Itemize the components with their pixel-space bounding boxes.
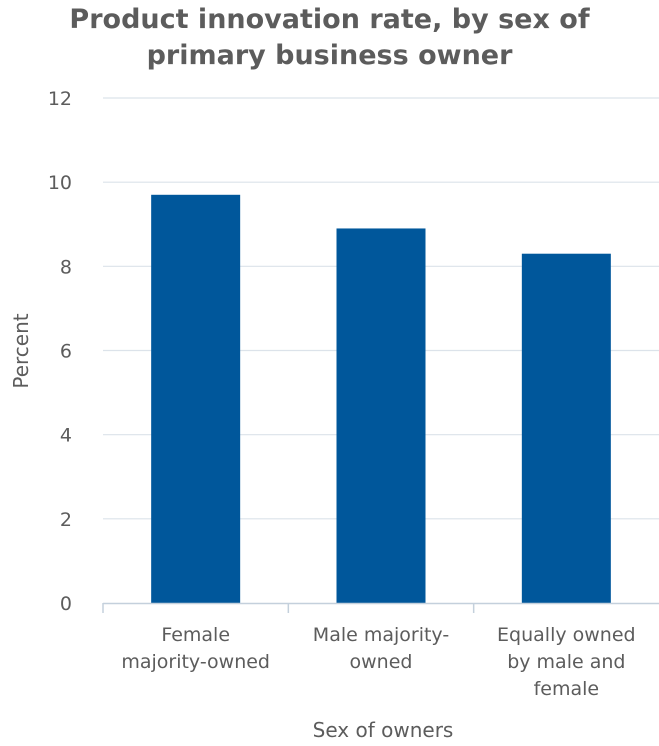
y-tick-label: 2 (60, 509, 72, 531)
x-tick-label: Male majority-owned (313, 624, 449, 673)
x-tick-labels: Female majority-owned Male majority-owned E… (121, 624, 635, 700)
x-tick-label: Female majority-owned (121, 624, 270, 673)
y-tick-label: 4 (60, 425, 72, 447)
y-tick-label: 0 (60, 593, 72, 615)
y-tick-label: 8 (60, 256, 72, 278)
x-tick-label: Equally owned by male and female (497, 624, 636, 700)
chart-title-line-2: primary business owner (146, 40, 513, 71)
chart-title-line-1: Product innovation rate, by sex of (69, 4, 590, 35)
y-tick-label: 6 (60, 341, 72, 363)
x-axis (102, 602, 659, 613)
x-axis-title: Sex of owners (313, 718, 454, 742)
bar (521, 253, 611, 604)
y-tick-labels: 0 2 4 6 8 10 12 (48, 88, 72, 615)
y-tick-label: 12 (48, 88, 72, 110)
bar (336, 228, 426, 604)
y-axis-title: Percent (9, 313, 33, 388)
bars (151, 194, 611, 604)
y-tick-label: 10 (48, 172, 72, 194)
bar (151, 194, 241, 603)
chart-title: Product innovation rate, by sex of prima… (0, 2, 659, 74)
